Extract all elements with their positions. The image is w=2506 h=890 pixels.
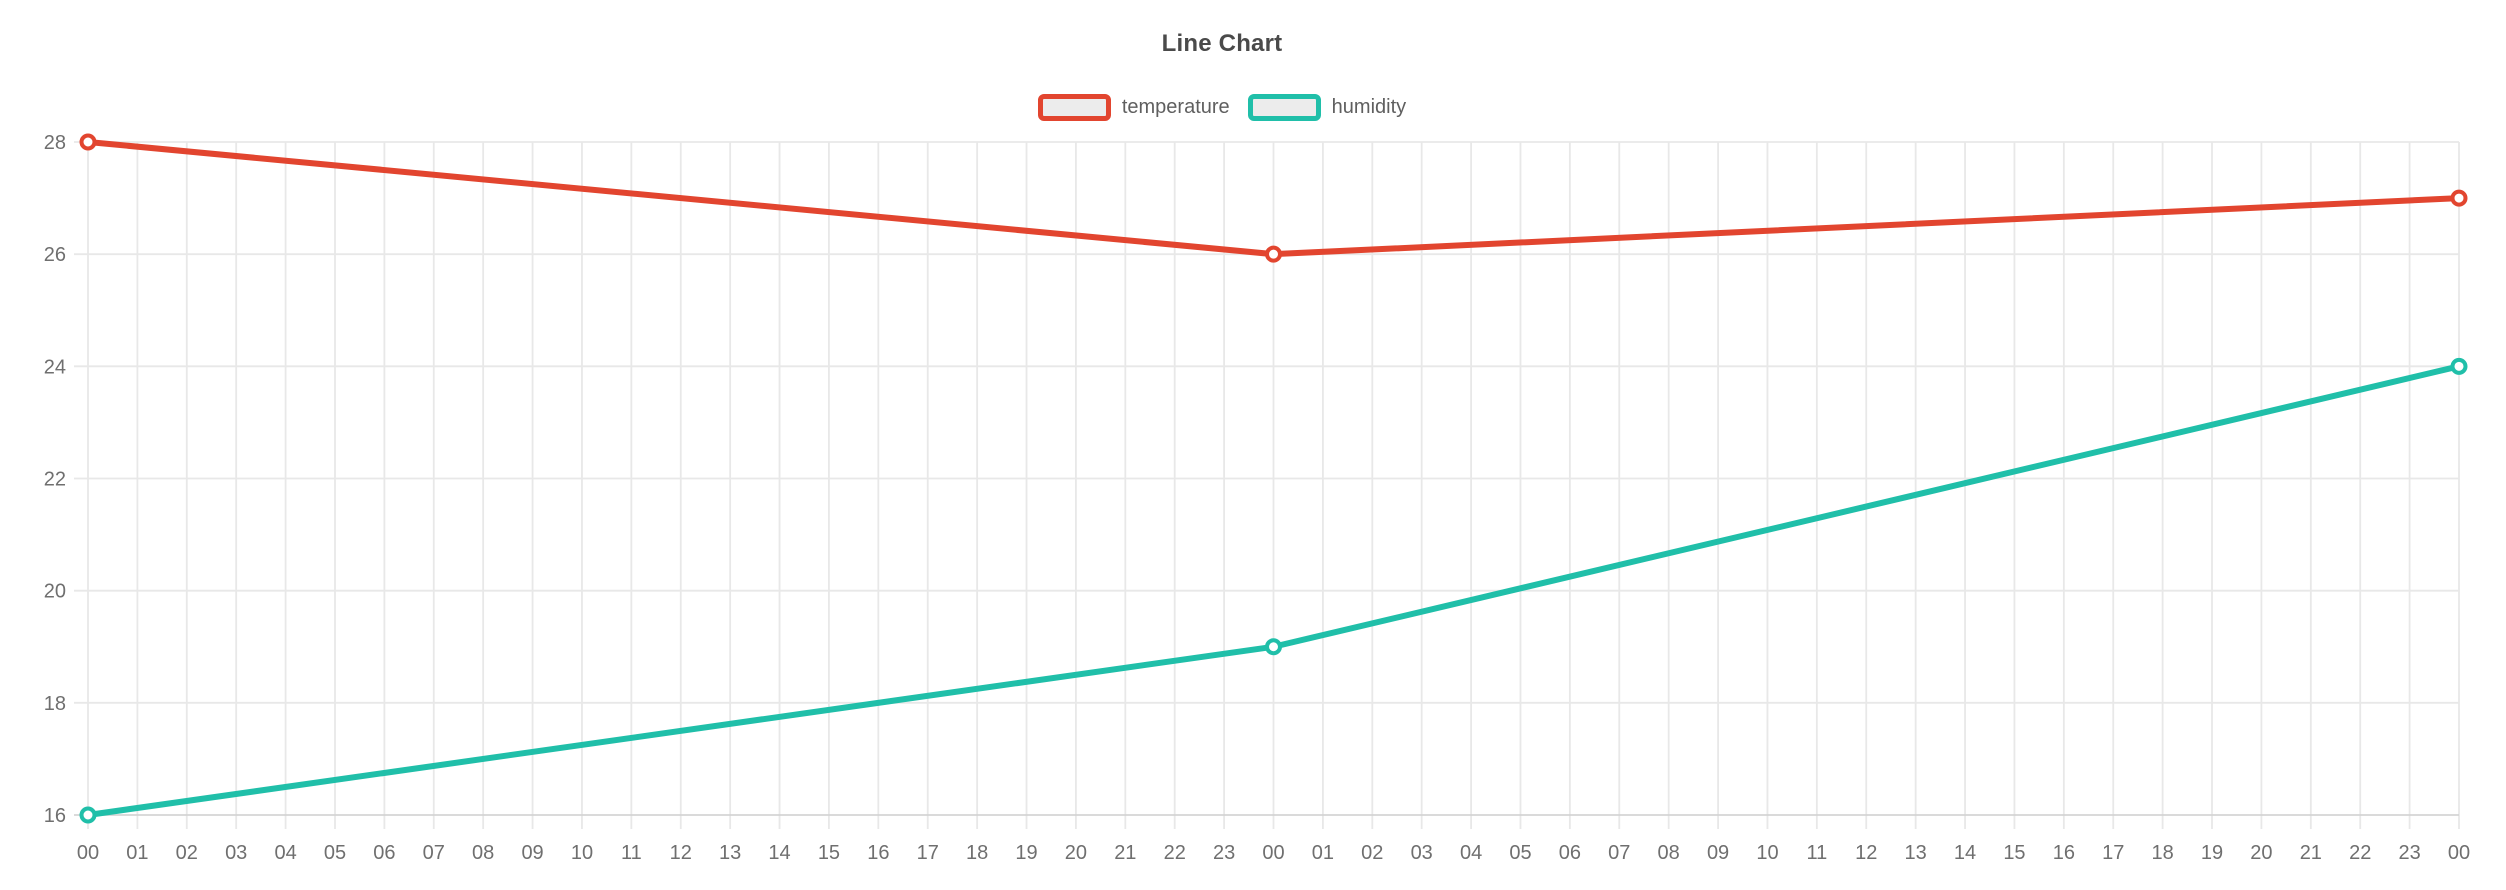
x-axis-label: 11 (621, 842, 642, 864)
x-axis-label: 10 (1756, 842, 1778, 864)
y-axis-label: 28 (44, 132, 66, 154)
x-axis-label: 00 (1262, 842, 1284, 864)
x-axis-label: 22 (1164, 842, 1186, 864)
y-axis-label: 24 (44, 356, 66, 378)
chart-title: Line Chart (1161, 30, 1283, 57)
x-axis-label: 18 (966, 842, 988, 864)
marker-temperature-2[interactable] (2450, 189, 2468, 207)
y-axis-label: 16 (44, 805, 66, 827)
x-axis-label: 09 (1707, 842, 1729, 864)
x-axis-label: 10 (571, 842, 593, 864)
x-axis-label: 12 (670, 842, 692, 864)
x-axis-label: 04 (1460, 842, 1482, 864)
x-axis-label: 04 (274, 842, 296, 864)
x-axis-label: 01 (126, 842, 148, 864)
marker-humidity-0[interactable] (79, 806, 97, 824)
x-axis-label: 22 (2349, 842, 2371, 864)
marker-humidity-1[interactable] (1265, 638, 1282, 656)
x-axis-label: 00 (77, 842, 99, 864)
x-axis-label: 11 (1806, 842, 1827, 864)
marker-temperature-0[interactable] (79, 133, 97, 151)
x-axis-label: 02 (176, 842, 198, 864)
x-axis-label: 03 (225, 842, 247, 864)
chart-legend: temperature humidity (0, 94, 2444, 121)
y-axis-label: 26 (44, 244, 66, 266)
y-axis-label: 22 (44, 469, 66, 491)
x-axis-label: 06 (1559, 842, 1581, 864)
x-axis-label: 05 (324, 842, 346, 864)
marker-temperature-1[interactable] (1265, 245, 1282, 263)
marker-humidity-2[interactable] (2450, 357, 2468, 375)
x-axis-label: 05 (1509, 842, 1531, 864)
x-axis-label: 15 (818, 842, 840, 864)
x-axis-label: 13 (719, 842, 741, 864)
x-axis-label: 21 (1114, 842, 1136, 864)
x-axis-label: 16 (867, 842, 889, 864)
y-axis-label: 18 (44, 693, 66, 715)
x-axis-label: 20 (1065, 842, 1087, 864)
x-axis-label: 14 (768, 842, 790, 864)
x-axis-label: 23 (2398, 842, 2420, 864)
legend-item-humidity[interactable]: humidity (1247, 94, 1407, 121)
x-axis-label: 07 (1608, 842, 1630, 864)
y-axis-label: 20 (44, 581, 66, 603)
legend-swatch-temperature (1037, 94, 1111, 121)
x-axis-label: 16 (2053, 842, 2075, 864)
x-axis-label: 19 (1015, 842, 1037, 864)
x-axis-label: 09 (521, 842, 543, 864)
x-axis-label: 13 (1905, 842, 1927, 864)
x-axis-label: 01 (1312, 842, 1334, 864)
x-axis-label: 20 (2250, 842, 2272, 864)
x-axis-label: 08 (1658, 842, 1680, 864)
x-axis-label: 07 (423, 842, 445, 864)
x-axis-label: 21 (2300, 842, 2322, 864)
x-axis-label: 19 (2201, 842, 2223, 864)
x-axis-label: 17 (917, 842, 939, 864)
x-axis-label: 17 (2102, 842, 2124, 864)
x-axis-label: 14 (1954, 842, 1976, 864)
x-axis-label: 15 (2003, 842, 2025, 864)
x-axis-label: 02 (1361, 842, 1383, 864)
x-axis-label: 12 (1855, 842, 1877, 864)
x-axis-label: 08 (472, 842, 494, 864)
legend-swatch-humidity (1247, 94, 1321, 121)
x-axis-label: 18 (2152, 842, 2174, 864)
x-axis-label: 03 (1411, 842, 1433, 864)
legend-label: temperature (1121, 96, 1230, 118)
x-axis-label: 23 (1213, 842, 1235, 864)
legend-label: humidity (1331, 96, 1407, 118)
legend-item-temperature[interactable]: temperature (1037, 94, 1230, 121)
x-axis-label: 06 (373, 842, 395, 864)
x-axis-label: 00 (2448, 842, 2470, 864)
